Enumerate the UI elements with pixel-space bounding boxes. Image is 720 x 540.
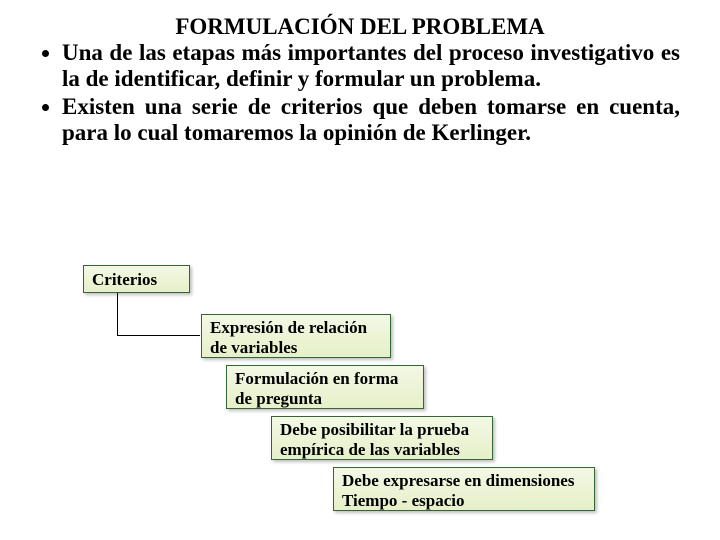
bullet-list: Una de las etapas más importantes del pr…	[0, 40, 720, 146]
diagram-box-criterios: Criterios	[83, 265, 190, 293]
diagram-box-prueba: Debe posibilitar la prueba empírica de l…	[271, 416, 493, 460]
bullet-item: Existen una serie de criterios que deben…	[62, 94, 680, 146]
page-title: FORMULACIÓN DEL PROBLEMA	[0, 0, 720, 40]
diagram-box-expresion: Expresión de relación de variables	[201, 314, 391, 358]
diagram-box-dimensiones: Debe expresarse en dimensiones Tiempo - …	[333, 467, 595, 511]
diagram-connector	[117, 335, 200, 336]
bullet-item: Una de las etapas más importantes del pr…	[62, 40, 680, 92]
diagram-box-formulacion: Formulación en forma de pregunta	[226, 365, 424, 409]
diagram-connector	[117, 293, 118, 335]
